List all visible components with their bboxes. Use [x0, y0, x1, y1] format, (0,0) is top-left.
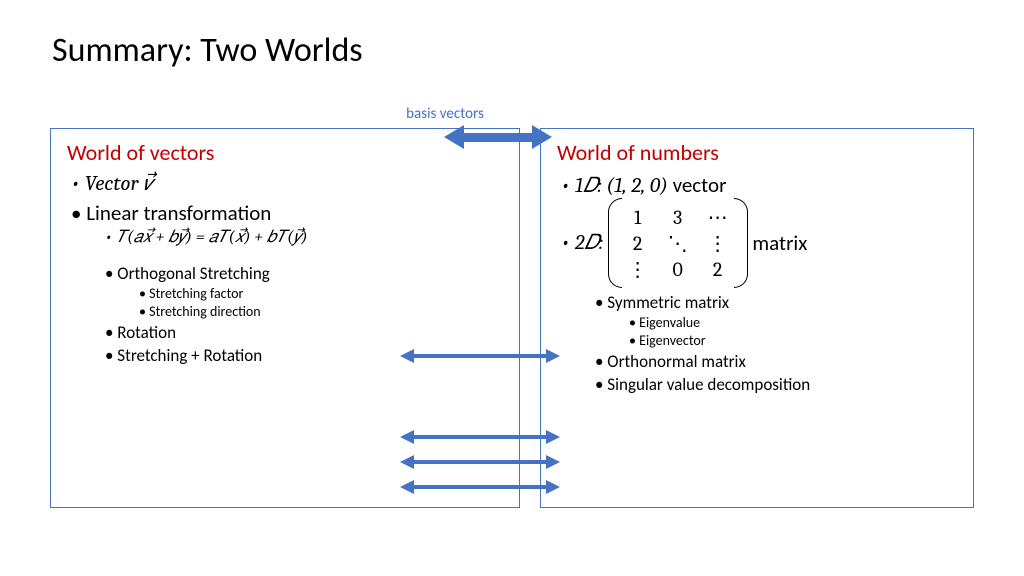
rotation-item: • Rotation [105, 322, 503, 343]
right-header: World of numbers [557, 139, 957, 166]
matrix: 13⋯2⋱⋮⋮02 [608, 204, 748, 282]
orthogonal-stretching-item: • Orthogonal Stretching [105, 263, 503, 284]
1d-vector-item: • 1𝐷: (1, 2, 0) vector [561, 172, 957, 198]
eigenvector-item: • Eigenvector [629, 332, 957, 349]
1d-suffix: vector [673, 172, 727, 198]
eigenvalue-item: • Eigenvalue [629, 314, 957, 331]
world-of-numbers-box: World of numbers • 1𝐷: (1, 2, 0) vector … [540, 128, 974, 508]
page-title: Summary: Two Worlds [52, 30, 363, 71]
stretching-direction-item: • Stretching direction [139, 303, 503, 320]
vector-item: • Vector 𝑣⃗ [71, 172, 503, 196]
svd-item: • Singular value decomposition [595, 374, 957, 395]
linear-formula: • 𝑇(𝑎𝑥⃗ + 𝑏𝑦⃗) = 𝑎𝑇(𝑥⃗) + 𝑏𝑇(𝑦⃗) [105, 228, 503, 247]
2d-prefix: • 2𝐷: [561, 231, 608, 255]
left-header: World of vectors [67, 139, 503, 166]
orthonormal-matrix-item: • Orthonormal matrix [595, 351, 957, 372]
world-of-vectors-box: World of vectors • Vector 𝑣⃗ • Linear tr… [50, 128, 520, 508]
stretching-factor-item: • Stretching factor [139, 285, 503, 302]
1d-prefix: • 1𝐷: (1, 2, 0) [561, 174, 673, 198]
basis-vectors-label: basis vectors [345, 105, 545, 123]
linear-transformation-item: • Linear transformation [71, 200, 503, 226]
symmetric-matrix-item: • Symmetric matrix [595, 292, 957, 313]
2d-suffix: matrix [748, 230, 808, 256]
2d-matrix-item: • 2𝐷: 13⋯2⋱⋮⋮02 matrix [561, 204, 957, 282]
